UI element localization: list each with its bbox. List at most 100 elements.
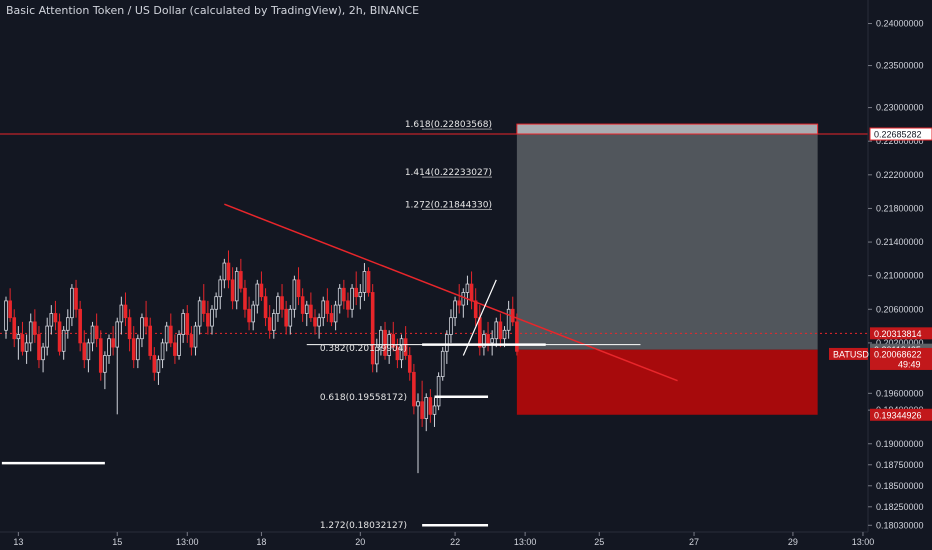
candle	[296, 267, 301, 306]
candle	[379, 326, 383, 356]
candle-body	[486, 334, 490, 344]
candle-body	[374, 346, 379, 365]
candle-body	[428, 397, 433, 415]
candle-body	[230, 279, 235, 302]
candle	[49, 305, 54, 335]
candle	[24, 334, 29, 364]
symbol-tag: BATUSD	[833, 349, 869, 359]
candle-body	[420, 401, 424, 419]
candle	[218, 275, 223, 310]
candle-body	[115, 321, 120, 348]
candle-body	[255, 283, 260, 306]
candle	[346, 292, 350, 318]
candle	[255, 279, 260, 314]
candle	[152, 347, 157, 381]
candle-body	[453, 300, 457, 319]
candle	[53, 300, 58, 331]
resistance-price-tag-bg	[869, 127, 932, 141]
candle	[506, 300, 511, 339]
price-tick-label: 0.18750000	[876, 460, 924, 470]
candle	[515, 313, 519, 356]
candle-body	[189, 334, 194, 348]
time-axis[interactable]: 13 15 13:00 18 20 22 13:00 25 27 29 13:00	[0, 531, 874, 547]
candle-body	[160, 342, 165, 361]
candle	[90, 321, 95, 352]
price-tick-label: 0.20600000	[876, 304, 924, 314]
candle-body	[181, 313, 185, 335]
candle-body	[354, 287, 358, 298]
candle	[510, 296, 515, 327]
time-tick-label: 29	[788, 537, 798, 547]
chart-title: Basic Attention Token / US Dollar (calcu…	[6, 4, 420, 17]
candle	[4, 296, 8, 339]
trendline-1	[462, 279, 497, 356]
candle	[309, 292, 313, 322]
candle-body	[436, 376, 441, 407]
candle	[210, 305, 214, 335]
candle-body	[424, 397, 429, 419]
last-price-tag: 0.20068622	[874, 349, 922, 359]
stop-price-tag-bg	[870, 408, 932, 421]
time-tick-label: 15	[112, 537, 122, 547]
candle	[288, 305, 293, 335]
stop-price-tag: 0.19344926	[874, 410, 922, 420]
candle-body	[193, 325, 198, 348]
candle-body	[321, 300, 326, 319]
fib-label: 1.618(0.22803568)	[405, 120, 492, 130]
candle	[115, 317, 120, 415]
time-tick-label: 22	[450, 537, 460, 547]
price-axis[interactable]: 0.24000000 0.23500000 0.23000000 0.22600000…	[867, 0, 924, 532]
price-tick-label: 0.19000000	[876, 439, 924, 449]
candle-body	[473, 300, 478, 319]
candle	[230, 267, 235, 310]
candle	[201, 284, 206, 322]
candle-body	[37, 334, 41, 361]
fib-label: 0.618(0.19558172)	[320, 393, 407, 403]
candle	[267, 305, 272, 339]
candle-body	[366, 271, 371, 293]
candle	[226, 250, 231, 289]
candle-body	[33, 321, 37, 335]
candle	[61, 326, 66, 360]
time-tick-label: 20	[355, 537, 365, 547]
candle	[428, 389, 433, 423]
candle-body	[119, 304, 124, 323]
candle	[370, 284, 375, 373]
candle	[234, 267, 239, 310]
candle-body	[449, 317, 453, 335]
candle	[57, 313, 62, 356]
candle	[440, 347, 445, 381]
candle-body	[28, 321, 33, 344]
countdown-tag: 49:49	[898, 359, 921, 369]
candle	[461, 288, 466, 318]
candle	[111, 326, 115, 356]
price-tick-label: 0.19600000	[876, 388, 924, 398]
candle-body	[515, 321, 519, 352]
candle-body	[317, 317, 321, 327]
candle	[420, 380, 424, 427]
candle-body	[61, 329, 66, 352]
candle-body	[490, 338, 494, 344]
candle-body	[391, 334, 396, 348]
candle-body	[333, 304, 338, 323]
candle	[300, 288, 305, 322]
target-band	[516, 123, 819, 135]
candle-body	[8, 300, 12, 319]
candle-body	[247, 308, 251, 323]
candle	[395, 338, 400, 369]
candle-body	[123, 304, 128, 319]
candle	[453, 296, 457, 327]
candle	[8, 288, 12, 322]
candle	[136, 334, 140, 369]
price-tick-label: 0.23500000	[876, 61, 924, 71]
candle	[445, 330, 449, 364]
candle-body	[107, 338, 111, 356]
candle	[251, 300, 256, 331]
candle-body	[49, 313, 54, 327]
candle-body	[329, 313, 334, 323]
candle-body	[362, 271, 367, 293]
candle-body	[20, 334, 25, 352]
candle	[66, 309, 70, 339]
time-tick-label: 18	[256, 537, 266, 547]
